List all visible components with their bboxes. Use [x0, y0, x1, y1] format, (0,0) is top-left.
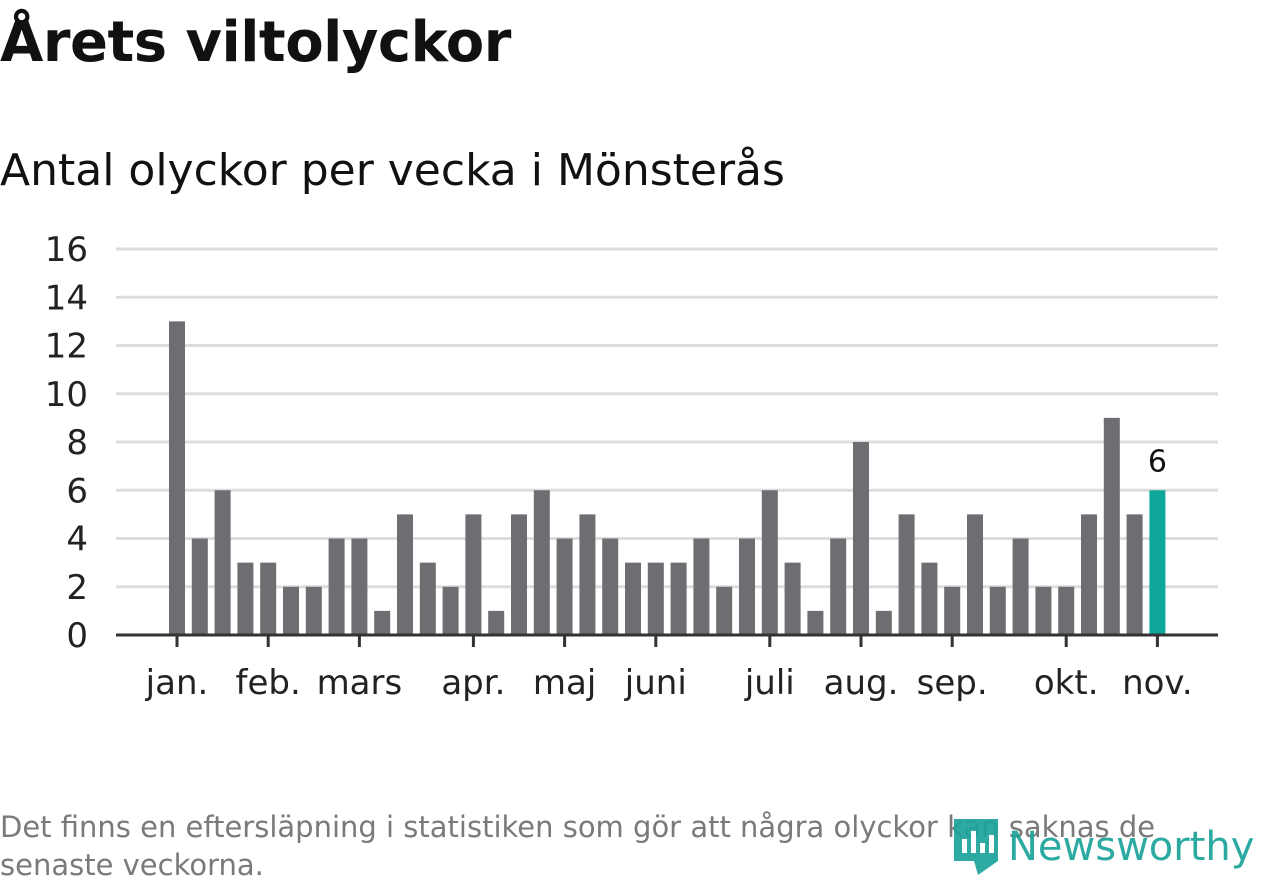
y-tick-label: 8	[66, 423, 88, 463]
y-tick-label: 16	[45, 230, 88, 270]
bar	[191, 538, 208, 635]
bar	[214, 490, 231, 635]
x-tick-label: maj	[533, 663, 596, 703]
x-tick-label: juli	[744, 663, 795, 703]
y-tick-label: 14	[45, 278, 88, 318]
bar	[784, 562, 801, 635]
bar	[556, 538, 573, 635]
bar	[830, 538, 847, 635]
bar	[328, 538, 345, 635]
bar	[898, 514, 915, 635]
bar	[602, 538, 619, 635]
bar	[237, 562, 254, 635]
labels: 0 2 4 6 8 10 12 14 16 jan. feb. mars apr. maj juni juli…	[45, 230, 1193, 703]
x-tick-label: feb.	[236, 663, 301, 703]
y-tick-label: 6	[66, 471, 88, 511]
bar	[875, 610, 892, 635]
bar	[967, 514, 983, 635]
bar	[693, 538, 710, 635]
bar	[716, 586, 733, 635]
x-tick-label: aug.	[824, 663, 899, 703]
x-tick-label: juni	[624, 663, 687, 703]
bar	[921, 562, 938, 635]
x-tick-label: jan.	[145, 663, 209, 703]
axes	[116, 633, 1218, 647]
bar	[511, 514, 527, 635]
bar	[1035, 586, 1052, 635]
bar	[374, 610, 391, 635]
bar	[488, 610, 505, 635]
bar-value-label: 6	[1148, 444, 1167, 479]
bar	[533, 490, 550, 635]
bar	[260, 562, 277, 635]
bar	[944, 586, 961, 635]
bar	[989, 586, 1006, 635]
bar	[305, 586, 322, 635]
bar	[625, 562, 641, 635]
gridlines	[116, 247, 1218, 589]
bar	[739, 538, 755, 635]
chart-subtitle: Antal olyckor per vecka i Mönsterås	[0, 145, 785, 196]
x-tick-label: nov.	[1122, 663, 1193, 703]
bar	[1126, 514, 1143, 635]
bars	[169, 321, 1166, 635]
bar	[169, 321, 185, 635]
bar	[397, 514, 413, 635]
bar	[351, 538, 368, 635]
bar	[1081, 514, 1097, 635]
brand-name: Newsworthy	[1008, 824, 1255, 870]
bar	[465, 514, 482, 635]
x-tick-label: sep.	[917, 663, 988, 703]
bar	[853, 442, 869, 635]
bar	[647, 562, 664, 635]
chart-title: Årets viltolyckor	[0, 10, 511, 75]
bar	[579, 514, 596, 635]
bar	[761, 490, 778, 635]
x-tick-label: apr.	[441, 663, 505, 703]
bar	[1012, 538, 1029, 635]
bar-highlight	[1149, 490, 1166, 635]
y-tick-label: 2	[66, 568, 88, 608]
bar	[670, 562, 687, 635]
newsworthy-icon	[954, 819, 998, 875]
x-tick-label: okt.	[1034, 663, 1099, 703]
bar	[283, 586, 299, 635]
x-tick-label: mars	[317, 663, 403, 703]
bar	[442, 586, 459, 635]
bar	[419, 562, 436, 635]
bar	[1103, 417, 1120, 635]
y-tick-label: 0	[66, 616, 88, 656]
y-tick-label: 4	[66, 520, 88, 560]
y-tick-label: 12	[45, 327, 88, 367]
newsworthy-logo: Newsworthy	[950, 815, 1254, 879]
bar	[807, 610, 824, 635]
bar	[1058, 586, 1075, 635]
y-tick-label: 10	[45, 375, 88, 415]
